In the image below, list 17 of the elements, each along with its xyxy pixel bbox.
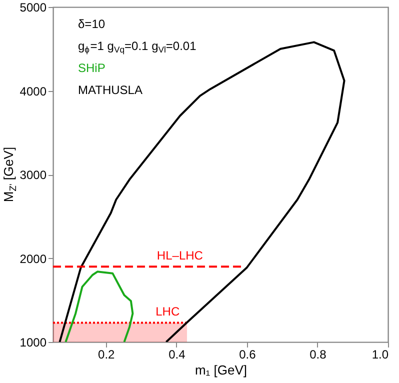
annotation: δ=10 [78, 17, 106, 31]
text: SHiP [78, 61, 106, 75]
x-tick-label: 0.4 [168, 348, 186, 362]
annotation: HL–LHC [156, 248, 204, 263]
x-tick-label: 0.8 [310, 348, 327, 362]
y-tick-label: 2000 [20, 252, 47, 266]
x-tick-label: 0.6 [239, 348, 256, 362]
y-tick-label: 5000 [20, 0, 47, 14]
y-axis-title: MZ' [GeV] [1, 146, 18, 202]
y-tick-label: 3000 [20, 168, 47, 182]
annotation: LHC [156, 304, 180, 319]
y-tick-label: 4000 [20, 84, 47, 98]
x-axis-title: m₁ [GeV] [194, 362, 248, 378]
x-tick-label: 1.0 [372, 348, 389, 362]
text: MATHUSLA [78, 83, 142, 97]
y-tick-label: 1000 [20, 336, 47, 350]
x-tick-label: 0.2 [98, 348, 116, 362]
